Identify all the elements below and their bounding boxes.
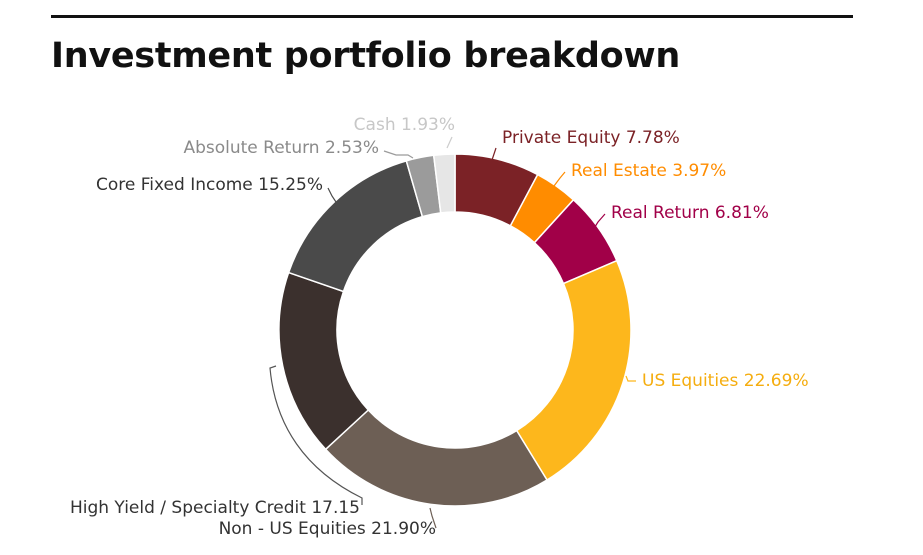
leader-line (327, 187, 339, 206)
slice-label: Real Return 6.81% (611, 203, 769, 223)
donut-slice (515, 259, 632, 482)
donut-slice (432, 153, 456, 214)
leader-line (446, 136, 453, 149)
donut-slice (324, 408, 549, 507)
leader-line (491, 147, 497, 161)
slice-label: Core Fixed Income 15.25% (96, 175, 323, 195)
leader-line (592, 213, 606, 231)
top-rule (51, 15, 853, 18)
leader-line (269, 365, 363, 505)
leader-line (553, 171, 566, 187)
slice-label: Real Estate 3.97% (571, 161, 726, 181)
slice-label: Non - US Equities 21.90% (219, 519, 436, 539)
slice-label: High Yield / Specialty Credit 17.15 (70, 498, 360, 518)
slice-label: US Equities 22.69% (642, 371, 809, 391)
leader-line (383, 150, 414, 159)
slice-label: Absolute Return 2.53% (183, 138, 379, 158)
slice-label: Private Equity 7.78% (502, 128, 680, 148)
chart-title: Investment portfolio breakdown (51, 36, 680, 76)
donut-slice (278, 271, 370, 451)
leader-line (625, 375, 636, 382)
leader-line (429, 507, 437, 529)
slice-label: Cash 1.93% (354, 115, 455, 135)
